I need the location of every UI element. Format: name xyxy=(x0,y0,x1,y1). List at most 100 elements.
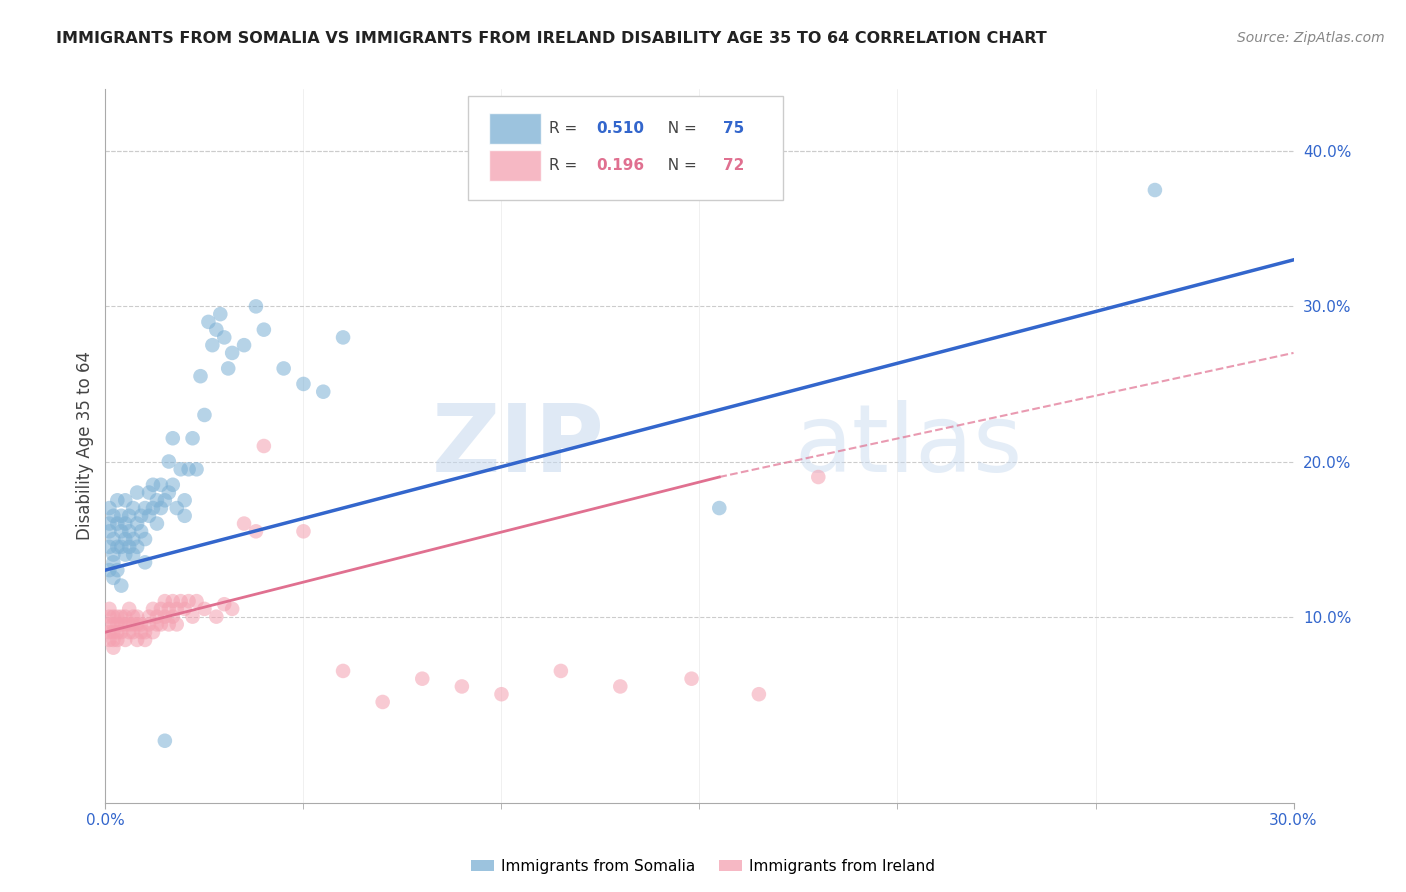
Point xyxy=(166,602,188,616)
Point xyxy=(129,625,152,640)
Point xyxy=(118,625,141,640)
Point xyxy=(105,493,128,508)
Point xyxy=(332,330,354,344)
Text: IMMIGRANTS FROM SOMALIA VS IMMIGRANTS FROM IRELAND DISABILITY AGE 35 TO 64 CORRE: IMMIGRANTS FROM SOMALIA VS IMMIGRANTS FR… xyxy=(56,31,1047,46)
Point xyxy=(157,485,180,500)
Point xyxy=(162,594,184,608)
Point xyxy=(129,617,152,632)
Point xyxy=(134,632,156,647)
Point xyxy=(105,609,128,624)
Point xyxy=(134,625,156,640)
Point xyxy=(332,664,354,678)
Text: atlas: atlas xyxy=(794,400,1022,492)
Point xyxy=(177,462,200,476)
Point xyxy=(122,617,145,632)
Point xyxy=(153,733,176,747)
Point xyxy=(98,609,121,624)
Point xyxy=(173,508,195,523)
Point xyxy=(157,602,180,616)
Point xyxy=(138,485,160,500)
Point xyxy=(134,555,156,569)
FancyBboxPatch shape xyxy=(489,150,541,181)
Point xyxy=(214,597,236,611)
Point xyxy=(450,680,472,694)
Point xyxy=(292,524,315,539)
Point xyxy=(205,323,228,337)
Point xyxy=(609,680,631,694)
Point xyxy=(177,594,200,608)
Point xyxy=(197,315,219,329)
Point xyxy=(110,579,132,593)
Point xyxy=(146,516,169,531)
Point xyxy=(110,524,132,539)
Point xyxy=(162,609,184,624)
Point xyxy=(181,609,204,624)
Point xyxy=(221,346,243,360)
Point xyxy=(142,477,165,491)
Y-axis label: Disability Age 35 to 64: Disability Age 35 to 64 xyxy=(76,351,94,541)
Point xyxy=(118,540,141,554)
Point xyxy=(245,524,267,539)
Point xyxy=(118,508,141,523)
Point xyxy=(233,338,256,352)
Text: ZIP: ZIP xyxy=(432,400,605,492)
Point xyxy=(193,408,215,422)
Point xyxy=(411,672,433,686)
Point xyxy=(103,548,125,562)
Point xyxy=(103,571,125,585)
Point xyxy=(166,501,188,516)
Point xyxy=(129,508,152,523)
Point xyxy=(122,548,145,562)
Point xyxy=(709,501,731,516)
Point xyxy=(122,532,145,546)
Point xyxy=(98,632,121,647)
Point xyxy=(110,625,132,640)
Text: 72: 72 xyxy=(723,158,745,173)
Point xyxy=(134,501,156,516)
Point xyxy=(127,540,149,554)
Point xyxy=(105,617,128,632)
Point xyxy=(114,516,136,531)
Text: 0.510: 0.510 xyxy=(596,121,644,136)
Point xyxy=(122,625,145,640)
Point xyxy=(1143,183,1166,197)
Point xyxy=(162,431,184,445)
Point xyxy=(209,307,232,321)
Point xyxy=(105,625,128,640)
Point xyxy=(118,617,141,632)
Point xyxy=(127,516,149,531)
Text: Source: ZipAtlas.com: Source: ZipAtlas.com xyxy=(1237,31,1385,45)
Point xyxy=(181,431,204,445)
Point xyxy=(149,477,172,491)
Point xyxy=(105,563,128,577)
Point xyxy=(103,617,125,632)
Point xyxy=(98,563,121,577)
Point xyxy=(157,617,180,632)
Point xyxy=(122,501,145,516)
Point xyxy=(98,524,121,539)
Point xyxy=(142,501,165,516)
Point xyxy=(114,609,136,624)
Point xyxy=(157,454,180,468)
Point xyxy=(110,617,132,632)
Point xyxy=(149,617,172,632)
Point xyxy=(98,617,121,632)
Point xyxy=(103,625,125,640)
Point xyxy=(491,687,513,701)
Point xyxy=(98,540,121,554)
Point xyxy=(201,338,224,352)
Point xyxy=(142,625,165,640)
Point xyxy=(748,687,770,701)
Point xyxy=(550,664,572,678)
Point xyxy=(190,369,212,384)
Point xyxy=(105,516,128,531)
Point xyxy=(214,330,236,344)
Point xyxy=(110,508,132,523)
Text: 0.196: 0.196 xyxy=(596,158,644,173)
Point xyxy=(98,625,121,640)
Point xyxy=(186,462,208,476)
Point xyxy=(245,299,267,313)
Point xyxy=(170,462,193,476)
Point xyxy=(129,524,152,539)
FancyBboxPatch shape xyxy=(489,112,541,145)
